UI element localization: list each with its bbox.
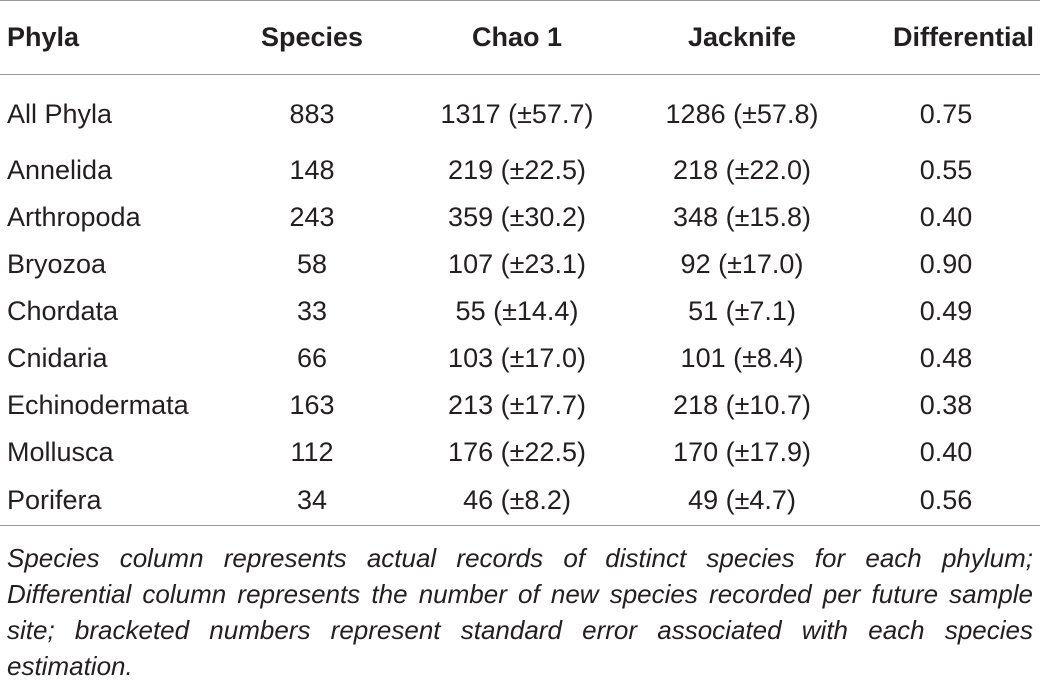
cell-jacknife: 51 (±7.1) [688,295,796,326]
cell-jacknife: 92 (±17.0) [680,248,804,279]
cell-chao1: 219 (±22.5) [448,154,586,185]
cell-chao1: 55 (±14.4) [455,295,579,326]
species-estimation-table-container: Phyla Species Chao 1 Jacknife Differenti… [0,0,1040,526]
cell-species: 148 [289,154,335,185]
cell-chao1: 213 (±17.7) [448,389,586,420]
cell-phyla: Echinodermata [7,389,189,420]
cell-phyla: Chordata [7,295,119,326]
header-jacknife: Jacknife [632,0,852,75]
cell-jacknife: 218 (±10.7) [673,389,811,420]
table-row: Echinodermata 163 213 (±17.7) 218 (±10.7… [0,382,1040,429]
cell-chao1: 1317 (±57.7) [440,99,594,130]
cell-jacknife: 170 (±17.9) [673,436,811,467]
cell-differential: 0.56 [852,475,1040,526]
cell-differential: 0.49 [919,295,973,326]
cell-jacknife: 348 (±15.8) [673,201,811,232]
cell-species: 58 [296,248,328,279]
table-row: Chordata 33 55 (±14.4) 51 (±7.1) 0.49 [0,288,1040,335]
cell-phyla: Porifera [0,475,222,526]
table-row: Bryozoa 58 107 (±23.1) 92 (±17.0) 0.90 [0,241,1040,288]
header-species: Species [222,0,402,75]
cell-phyla: All Phyla [7,99,113,130]
cell-chao1: 107 (±23.1) [448,248,586,279]
cell-phyla: Bryozoa [7,248,107,279]
cell-species: 112 [290,436,334,467]
cell-species: 163 [289,389,335,420]
cell-jacknife: 49 (±4.7) [632,475,852,526]
cell-differential: 0.38 [919,389,973,420]
cell-chao1: 176 (±22.5) [448,436,586,467]
cell-phyla: Mollusca [7,436,114,467]
cell-phyla: Cnidaria [7,342,108,373]
table-row: All Phyla 883 1317 (±57.7) 1286 (±57.8) … [0,75,1040,147]
table-row: Mollusca 112 176 (±22.5) 170 (±17.9) 0.4… [0,429,1040,476]
header-differential: Differential [852,0,1040,75]
cell-species: 243 [289,201,335,232]
cell-species: 66 [296,342,328,373]
header-phyla: Phyla [0,0,222,75]
cell-differential: 0.75 [919,99,973,130]
table-row: Arthropoda 243 359 (±30.2) 348 (±15.8) 0… [0,194,1040,241]
table-body: All Phyla 883 1317 (±57.7) 1286 (±57.8) … [0,75,1040,526]
cell-jacknife: 1286 (±57.8) [665,99,819,130]
table-row: Porifera 34 46 (±8.2) 49 (±4.7) 0.56 [0,475,1040,526]
cell-species: 34 [222,475,402,526]
cell-jacknife: 218 (±22.0) [673,154,811,185]
cell-differential: 0.90 [919,248,973,279]
cell-differential: 0.40 [919,436,973,467]
cell-chao1: 103 (±17.0) [448,342,586,373]
cell-phyla: Arthropoda [7,201,141,232]
table-row: Cnidaria 66 103 (±17.0) 101 (±8.4) 0.48 [0,335,1040,382]
species-estimation-table: Phyla Species Chao 1 Jacknife Differenti… [0,0,1040,526]
table-header: Phyla Species Chao 1 Jacknife Differenti… [0,0,1040,75]
cell-species: 883 [289,99,335,130]
cell-differential: 0.55 [919,154,973,185]
cell-species: 33 [296,295,328,326]
header-chao1: Chao 1 [402,0,632,75]
cell-differential: 0.48 [919,342,973,373]
header-row: Phyla Species Chao 1 Jacknife Differenti… [0,0,1040,75]
cell-chao1: 46 (±8.2) [402,475,632,526]
cell-differential: 0.40 [919,201,973,232]
cell-jacknife: 101 (±8.4) [680,342,804,373]
cell-phyla: Annelida [7,154,113,185]
cell-chao1: 359 (±30.2) [448,201,586,232]
table-row: Annelida 148 219 (±22.5) 218 (±22.0) 0.5… [0,147,1040,194]
table-footnote: Species column represents actual records… [7,543,1033,681]
